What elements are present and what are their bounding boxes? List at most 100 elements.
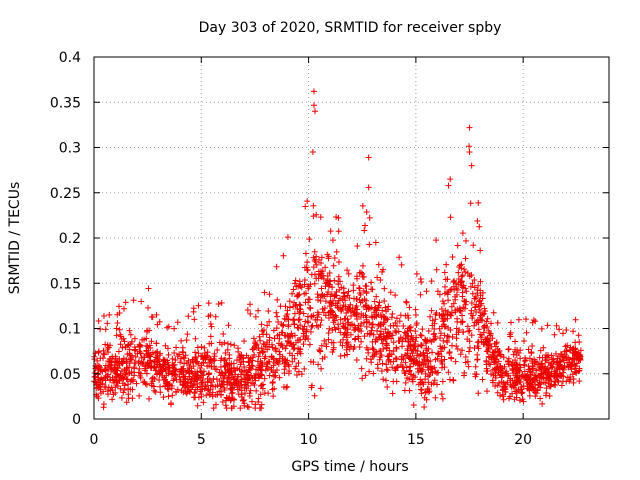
data-point [292, 365, 299, 372]
data-point [192, 354, 199, 361]
data-point [382, 326, 389, 333]
data-point [253, 341, 260, 348]
data-point [169, 355, 176, 362]
data-point [534, 377, 541, 384]
data-point [556, 326, 563, 333]
data-point [572, 339, 579, 346]
data-point [106, 362, 113, 369]
data-point [450, 279, 457, 286]
data-point [335, 228, 342, 235]
data-point [462, 268, 469, 275]
data-point [264, 346, 271, 353]
data-point [445, 369, 452, 376]
data-point [380, 346, 387, 353]
data-point [186, 387, 193, 394]
data-point [100, 388, 107, 395]
data-point [295, 325, 302, 332]
data-point [108, 359, 115, 366]
data-point [297, 306, 304, 313]
data-point [486, 337, 493, 344]
data-point [552, 350, 559, 357]
data-point [512, 381, 519, 388]
data-point [309, 149, 316, 156]
data-point [425, 345, 432, 352]
data-point [395, 328, 402, 335]
data-point [315, 361, 322, 368]
data-point [308, 382, 315, 389]
data-point [548, 360, 555, 367]
data-point [136, 365, 143, 372]
data-point [300, 341, 307, 348]
data-point [274, 296, 281, 303]
data-point [308, 323, 315, 330]
data-point [551, 381, 558, 388]
data-point [371, 314, 378, 321]
data-point [228, 390, 235, 397]
data-point [462, 255, 469, 262]
data-point [477, 331, 484, 338]
data-point [361, 227, 368, 234]
data-point [222, 369, 229, 376]
data-point [527, 384, 534, 391]
data-point [319, 268, 326, 275]
data-point [273, 263, 280, 270]
data-point [513, 361, 520, 368]
data-point [325, 330, 332, 337]
data-point [360, 319, 367, 326]
data-point [390, 378, 397, 385]
data-point [230, 396, 237, 403]
data-point [358, 338, 365, 345]
data-point [400, 335, 407, 342]
data-point [183, 360, 190, 367]
data-point [200, 399, 207, 406]
data-point [458, 278, 465, 285]
data-point [343, 334, 350, 341]
data-point [474, 351, 481, 358]
data-point [492, 343, 499, 350]
data-point [412, 306, 419, 313]
data-point [331, 313, 338, 320]
data-point [400, 322, 407, 329]
data-point [447, 176, 454, 183]
data-point [259, 385, 266, 392]
data-point [493, 360, 500, 367]
data-point [151, 363, 158, 370]
data-point [419, 379, 426, 386]
y-tick-label: 0.25 [50, 186, 81, 202]
data-point [424, 354, 431, 361]
data-point [318, 292, 325, 299]
data-point [244, 307, 251, 314]
data-point [257, 337, 264, 344]
data-point [481, 325, 488, 332]
data-point [318, 365, 325, 372]
data-point [190, 358, 197, 365]
data-point [279, 322, 286, 329]
data-point [317, 348, 324, 355]
data-point [551, 331, 558, 338]
data-point [539, 400, 546, 407]
data-point [387, 358, 394, 365]
data-point [195, 302, 202, 309]
data-point [210, 405, 217, 412]
data-point [321, 337, 328, 344]
data-point [536, 374, 543, 381]
data-point [272, 369, 279, 376]
data-point [505, 346, 512, 353]
data-point [255, 345, 262, 352]
data-point [304, 198, 311, 205]
data-point [494, 352, 501, 359]
data-point [458, 273, 465, 280]
data-point [204, 349, 211, 356]
data-point [419, 326, 426, 333]
data-point [173, 376, 180, 383]
data-point [289, 352, 296, 359]
data-point [207, 333, 214, 340]
data-point [100, 312, 107, 319]
data-point [441, 344, 448, 351]
data-point [279, 358, 286, 365]
data-point [202, 382, 209, 389]
data-point [173, 344, 180, 351]
data-point [429, 322, 436, 329]
data-point [104, 374, 111, 381]
y-tick-labels: 0 0.05 0.1 0.15 0.2 0.25 0.3 0.35 0.4 [50, 50, 81, 428]
